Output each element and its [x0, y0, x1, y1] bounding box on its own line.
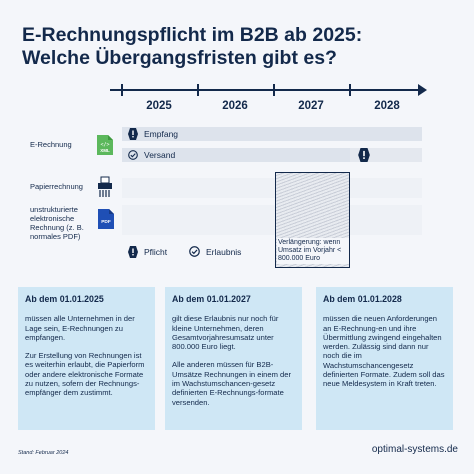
info-box-text: müssen die neuen Anforderungen an E-Rech…: [323, 314, 445, 389]
pflicht-icon: [128, 246, 138, 258]
year-label-2026: 2026: [222, 100, 248, 112]
row-label-e-rechnung: E-Rechnung: [30, 140, 72, 149]
timeline-arrow: [418, 84, 427, 96]
info-box-heading: Ab dem 01.01.2028: [323, 294, 402, 304]
info-box-heading: Ab dem 01.01.2025: [25, 294, 104, 304]
svg-text:</>: </>: [100, 142, 109, 148]
extension-note: Verlängerung: wenn Umsatz im Vorjahr < 8…: [277, 238, 349, 264]
bar-empfang: Empfang: [122, 127, 422, 141]
year-label-2025: 2025: [146, 100, 172, 112]
pflicht-icon: [128, 128, 138, 140]
row-label-line: Rechnung (z. B.: [30, 223, 84, 232]
bar-versand-label: Versand: [144, 150, 176, 160]
pflicht-icon: [358, 148, 370, 162]
row-label-line: normales PDF): [30, 232, 81, 241]
info-box-heading: Ab dem 01.01.2027: [172, 294, 251, 304]
timeline-tick: [349, 84, 351, 96]
erlaubnis-icon: [128, 150, 138, 160]
info-box-2025: Ab dem 01.01.2025 müssen alle Unternehme…: [18, 287, 155, 430]
legend-pflicht-label: Pflicht: [144, 247, 168, 257]
info-box-text: gilt diese Erlaubnis nur noch für kleine…: [172, 314, 279, 352]
legend-pflicht: Pflicht: [128, 246, 167, 258]
timeline-tick: [273, 84, 275, 96]
info-box-2027: Ab dem 01.01.2027 gilt diese Erlaubnis n…: [165, 287, 302, 430]
legend-erlaubnis-label: Erlaubnis: [206, 246, 242, 257]
xml-file-icon: </> XML: [96, 134, 114, 156]
info-box-text: müssen alle Unternehmen in der Lage sein…: [25, 314, 135, 342]
timeline-tick: [197, 84, 199, 96]
bar-empfang-label: Empfang: [144, 129, 179, 139]
row-label-line: elektronische: [30, 214, 75, 223]
row-label-papierrechnung: Papierrechnung: [30, 182, 83, 191]
row-label-line: unstrukturierte: [30, 205, 78, 214]
bar-versand: Versand: [122, 148, 350, 162]
papier-track: [122, 178, 422, 198]
info-box-text: Zur Erstellung von Rechnungen ist es wei…: [25, 351, 145, 398]
erlaubnis-icon: [189, 246, 200, 257]
year-label-2027: 2027: [298, 100, 324, 112]
info-box-2028: Ab dem 01.01.2028 müssen die neuen Anfor…: [316, 287, 453, 430]
xml-icon-label: XML: [100, 148, 110, 153]
footer-website-link[interactable]: optimal-systems.de: [371, 444, 458, 455]
title-line-1: E-Rechnungspflicht im B2B ab 2025:: [22, 24, 363, 46]
year-label-2028: 2028: [374, 100, 400, 112]
pdf-icon-label: PDF: [101, 220, 111, 225]
timeline-axis: [110, 89, 420, 91]
pdf-file-icon: PDF: [97, 208, 115, 230]
info-box-text: Alle anderen müssen für B2B-Umsätze Rech…: [172, 360, 292, 407]
footer-date: Stand: Februar 2024: [18, 450, 69, 456]
timeline-tick: [121, 84, 123, 96]
page-title: E-Rechnungspflicht im B2B ab 2025: Welch…: [22, 24, 362, 70]
row-label-unstrukturiert: unstrukturierte elektronische Rechnung (…: [30, 205, 84, 241]
unstrukturiert-track: [122, 205, 422, 235]
title-line-2: Welche Übergangsfristen gibt es?: [22, 47, 337, 69]
paper-shredder-icon: [97, 176, 113, 198]
legend-erlaubnis: Erlaubnis: [189, 246, 241, 257]
